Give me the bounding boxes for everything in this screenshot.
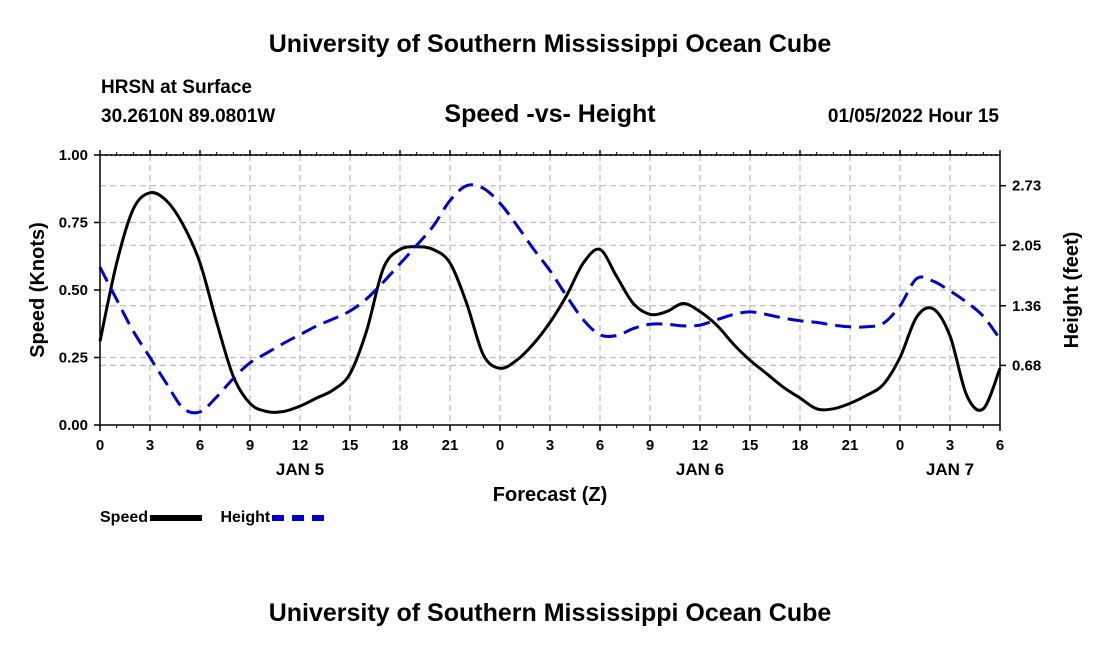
y2-tick-label: 2.73	[1012, 178, 1041, 195]
legend-height-swatch	[272, 514, 325, 521]
grid-layer	[100, 154, 1000, 425]
x-tick-label: 6	[596, 437, 604, 454]
series-layer	[98, 183, 1002, 415]
date-label: JAN 6	[676, 460, 724, 479]
valid-time: 01/05/2022 Hour 15	[827, 106, 999, 127]
y-tick-label: 0.25	[59, 350, 88, 367]
x-tick-label: 15	[342, 437, 359, 454]
station-label: HRSN at Surface	[101, 77, 252, 98]
x-tick-label: 12	[692, 437, 709, 454]
y2-axis-label: Height (feet)	[1061, 232, 1083, 349]
height-series-line	[98, 183, 1002, 415]
date-label: JAN 7	[926, 460, 974, 479]
x-tick-label: 3	[146, 437, 154, 454]
x-tick-label: 18	[792, 437, 809, 454]
x-tick-label: 9	[246, 437, 254, 454]
main-title: University of Southern Mississippi Ocean…	[268, 30, 832, 58]
y-tick-label: 0.00	[59, 417, 88, 434]
x-tick-label: 21	[842, 437, 859, 454]
x-tick-label: 6	[996, 437, 1004, 454]
chart-title: Speed -vs- Height	[444, 100, 656, 128]
x-tick-label: 6	[196, 437, 204, 454]
date-label: JAN 5	[276, 460, 324, 479]
y-tick-label: 0.50	[59, 282, 88, 299]
legend-height: Height	[220, 509, 325, 527]
footer-title: University of Southern Mississippi Ocean…	[268, 599, 832, 627]
x-tick-label: 0	[896, 437, 904, 454]
y2-tick-label: 1.36	[1012, 298, 1041, 315]
x-tick-label: 3	[946, 437, 954, 454]
x-tick-label: 0	[96, 437, 104, 454]
y2-tick-label: 2.05	[1012, 237, 1041, 254]
legend: Speed Height	[100, 509, 338, 527]
x-tick-label: 9	[646, 437, 654, 454]
speed-series-line	[98, 191, 1002, 414]
legend-speed-swatch	[150, 514, 203, 521]
x-tick-label: 12	[292, 437, 309, 454]
y-tick-label: 1.00	[59, 147, 88, 164]
x-tick-label: 15	[742, 437, 759, 454]
y-axis-label: Speed (Knots)	[27, 222, 49, 358]
legend-height-label: Height	[220, 509, 271, 526]
x-axis-label: Forecast (Z)	[493, 484, 607, 506]
x-tick-label: 21	[442, 437, 459, 454]
axis-layer: 0 3 6 9 12 15 18 21 0 3 6 9 12 15 18 21 0 3 6 JAN 5 JAN 6 JAN…	[59, 147, 1041, 479]
station-coordinates: 30.2610N 89.0801W	[101, 106, 276, 127]
y2-tick-label: 0.68	[1012, 357, 1041, 374]
legend-speed: Speed	[100, 509, 203, 527]
x-tick-label: 0	[496, 437, 504, 454]
legend-speed-label: Speed	[100, 509, 149, 526]
x-tick-label: 3	[546, 437, 554, 454]
y-tick-label: 0.75	[59, 215, 88, 232]
x-tick-label: 18	[392, 437, 409, 454]
